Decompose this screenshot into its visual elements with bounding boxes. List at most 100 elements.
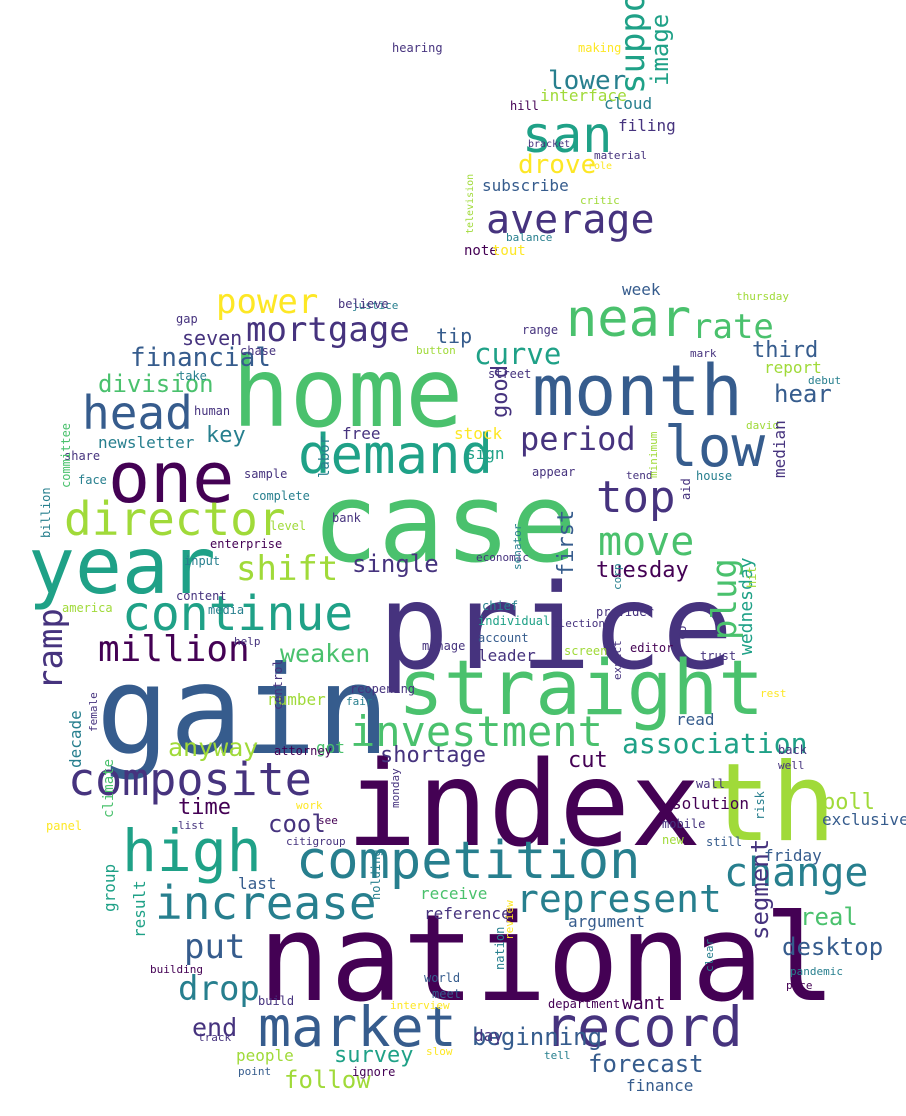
word-note: tend <box>626 469 653 482</box>
word-building: hit <box>745 566 759 588</box>
word-editor: median <box>770 420 789 478</box>
word-content: number <box>268 690 326 709</box>
word-material: panel <box>46 819 83 833</box>
word-single: segment <box>746 838 774 940</box>
word-time: drove <box>518 150 597 180</box>
word-division: single <box>352 550 439 578</box>
word-fair: human <box>194 404 231 418</box>
word-week: reference <box>424 904 511 923</box>
word-finance: exclusive <box>822 810 906 829</box>
word-solution: newsletter <box>98 433 195 452</box>
word-attorney: decade <box>66 710 85 768</box>
word-tend: america <box>62 601 113 615</box>
word-got: good <box>488 365 513 418</box>
word-face: attorney <box>274 744 332 758</box>
word-increase: increase <box>155 876 377 930</box>
word-friday: sign <box>466 444 505 463</box>
word-cool: image <box>646 13 674 86</box>
word-record: record <box>544 995 743 1059</box>
word-account: complete <box>252 489 310 503</box>
word-newsletter: want <box>622 993 666 1014</box>
word-market: market <box>258 995 457 1059</box>
word-interview: corp <box>611 563 624 591</box>
word-clear: tout <box>492 243 526 259</box>
word-stock: third <box>752 338 819 363</box>
word-one: one <box>108 437 235 519</box>
word-continue: continue <box>122 586 354 642</box>
word-trust: result <box>130 880 149 938</box>
word-co: believe <box>338 297 389 311</box>
word-street: reopening <box>350 682 416 696</box>
word-election: gap <box>176 312 198 326</box>
word-result: slow <box>426 1045 453 1058</box>
word-thursday: work <box>296 799 323 812</box>
word-composite: composite <box>68 753 312 806</box>
word-human: mobile <box>662 817 706 831</box>
word-rate: drop <box>178 969 260 1009</box>
word-risk: note <box>464 243 498 259</box>
word-gain: gain <box>96 640 390 782</box>
word-america: content <box>176 589 227 603</box>
word-world: cloud <box>604 94 653 113</box>
word-believe: monday <box>389 768 402 808</box>
word-put: average <box>486 197 655 243</box>
word-financial: cut <box>568 748 608 773</box>
word-cloud: last <box>238 874 277 893</box>
word-drop: put <box>184 927 246 967</box>
word-read: seven <box>182 326 243 350</box>
word-forecast: tuesday <box>596 558 689 583</box>
word-panel: input <box>184 554 221 568</box>
word-index: index <box>346 735 702 873</box>
word-list: face <box>78 473 107 487</box>
word-bracket: risk <box>753 791 767 820</box>
word-nation: balance <box>506 231 553 244</box>
word-seven: poll <box>822 790 875 815</box>
word-median: interview <box>390 999 450 1012</box>
word-director: director <box>64 492 286 546</box>
word-report: day <box>474 1026 503 1045</box>
word-hill: citigroup <box>286 835 346 848</box>
word-competition: competition <box>296 831 641 891</box>
word-sample: appear <box>532 465 576 479</box>
word-range: manage <box>422 639 466 653</box>
word-hearing: list <box>178 819 205 832</box>
word-gap: editor <box>630 641 674 655</box>
word-help: take <box>178 369 207 383</box>
word-price: price <box>378 558 734 696</box>
word-support: well <box>778 759 805 772</box>
word-tip: cool <box>268 810 326 838</box>
word-chase: provider <box>596 605 654 619</box>
word-track: bank <box>332 511 361 525</box>
word-still: individual <box>478 614 551 628</box>
word-follow: weaken <box>280 639 371 668</box>
word-tell: sample <box>244 467 288 481</box>
word-appear: meet <box>432 987 461 1001</box>
word-level: street <box>488 367 532 381</box>
word-button: senator <box>511 523 524 570</box>
word-minimum: hill <box>510 99 539 113</box>
word-plug: back <box>778 743 807 757</box>
word-investment: investment <box>350 707 603 756</box>
word-leader: tip <box>436 324 473 348</box>
word-media: labor <box>317 435 333 478</box>
word-department: subscribe <box>482 176 569 195</box>
word-survey: first <box>554 509 579 576</box>
word-top: top <box>596 472 676 523</box>
word-lower: financial <box>130 343 271 373</box>
word-home: home <box>232 337 464 449</box>
word-mark: election <box>552 617 605 630</box>
word-third: time <box>178 795 231 820</box>
word-climate: track <box>198 1031 232 1044</box>
word-tout: wall <box>696 777 725 791</box>
word-beginning: forecast <box>588 1050 704 1078</box>
word-th: th <box>706 741 837 866</box>
word-curve: power <box>216 282 319 322</box>
word-year: year <box>28 522 216 612</box>
word-mobile: group <box>100 863 119 912</box>
word-near: near <box>566 289 692 349</box>
word-sign: hear <box>774 380 832 408</box>
word-weaken: anyway <box>168 733 259 762</box>
word-chief: media <box>208 603 245 617</box>
word-committee: mark <box>690 347 717 360</box>
word-poll: end <box>192 1013 238 1042</box>
